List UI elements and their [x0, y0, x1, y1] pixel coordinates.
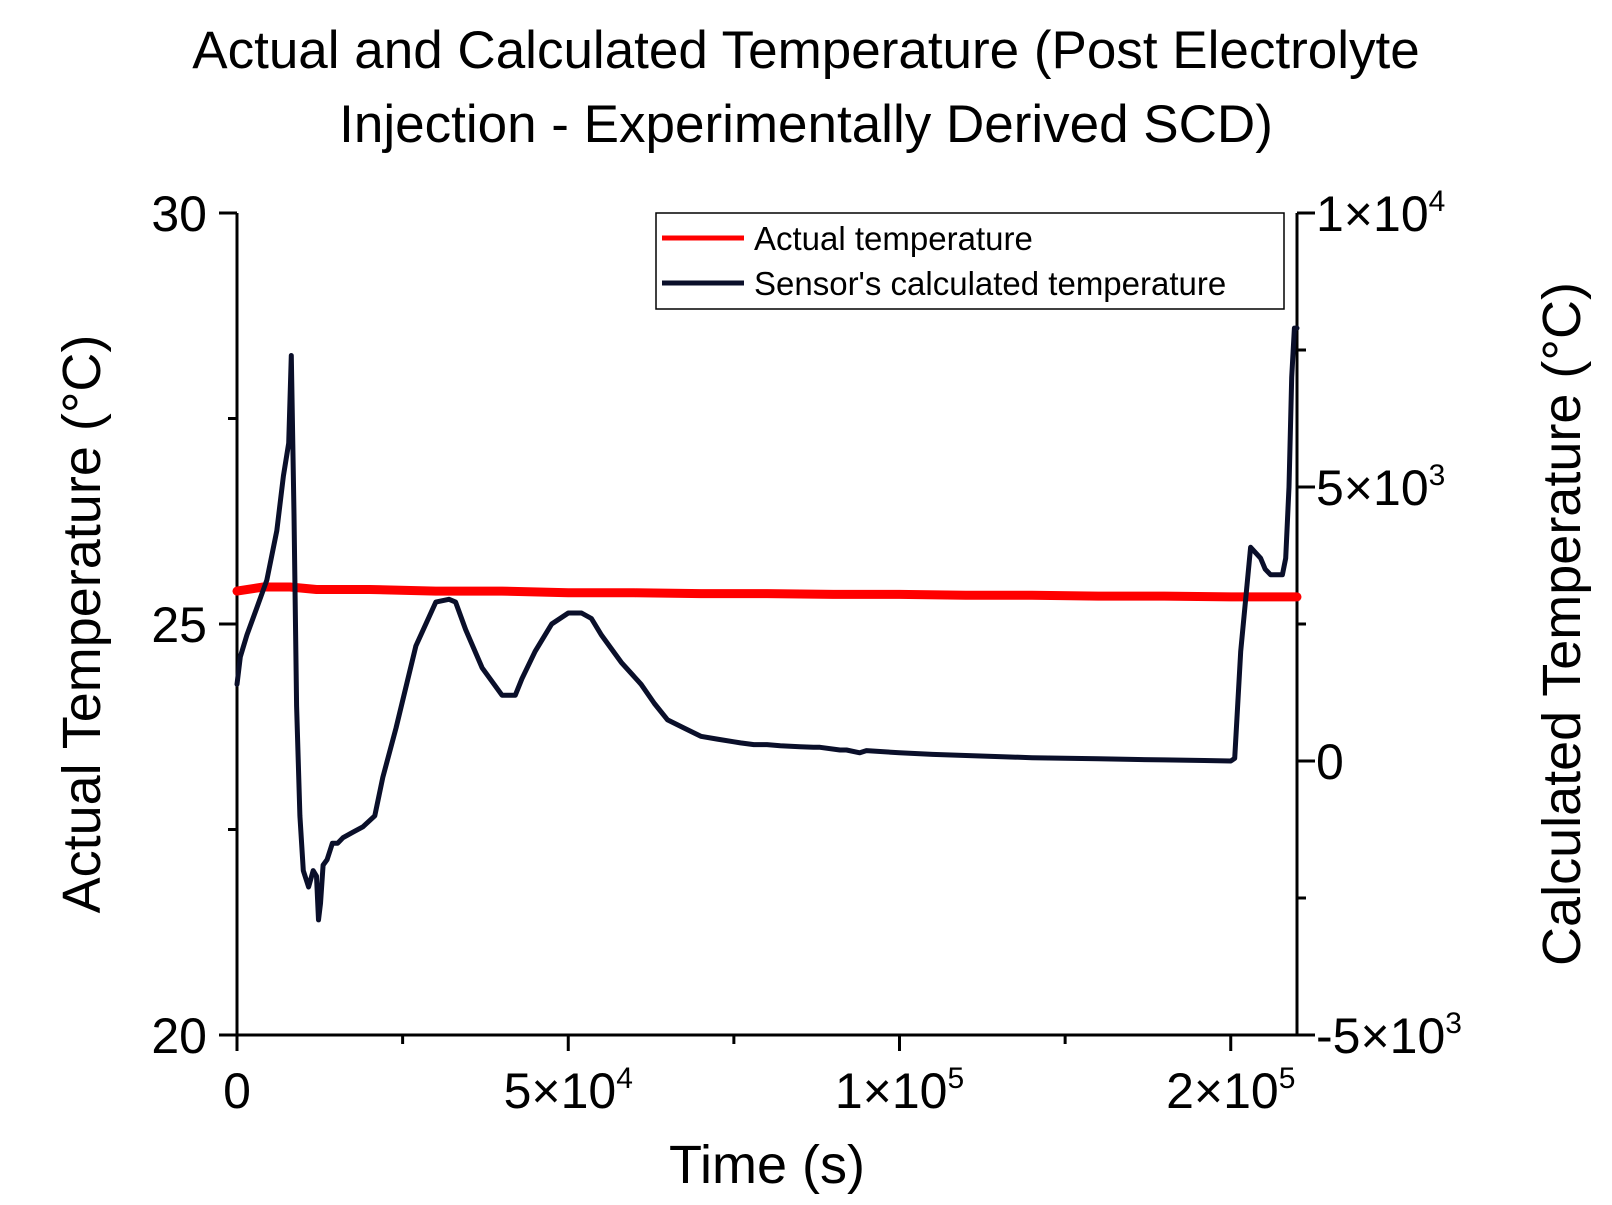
chart-title: Actual and Calculated Temperature (Post …	[0, 14, 1612, 162]
legend-label-calculated: Sensor's calculated temperature	[754, 265, 1226, 302]
x-tick-label-2: 1×105	[835, 1062, 964, 1119]
chart-title-line-1: Actual and Calculated Temperature (Post …	[192, 21, 1420, 80]
series-line-calculated-temperature	[234, 325, 1300, 923]
y-axis-label-right: Calculated Temperature (°C)	[1532, 282, 1592, 966]
y-right-tick-label-2: 5×103	[1316, 459, 1445, 516]
plot-frame	[235, 213, 1299, 1037]
y-left-tick-label-0: 20	[151, 1008, 207, 1064]
x-tick-label-1: 5×104	[504, 1062, 633, 1119]
x-tick-label-0: 0	[223, 1063, 251, 1119]
y-right-tick-label-1: 0	[1316, 734, 1344, 790]
chart-title-line-2: Injection - Experimentally Derived SCD)	[339, 95, 1273, 154]
tick-marks	[219, 211, 1315, 1051]
legend: Actual temperature Sensor's calculated t…	[655, 212, 1285, 310]
legend-label-actual: Actual temperature	[754, 220, 1033, 257]
tick-labels: 0 5×104 1×105 2×105 20 25 30 -5×103 0 5×103 1×104	[151, 185, 1462, 1119]
y-right-tick-label-3: 1×104	[1316, 185, 1445, 242]
y-left-tick-label-1: 25	[151, 597, 207, 653]
y-left-tick-label-2: 30	[151, 186, 207, 242]
legend-box	[655, 212, 1285, 310]
series-group	[232, 325, 1302, 923]
x-tick-label-3: 2×105	[1166, 1062, 1295, 1119]
y-right-tick-label-0: -5×103	[1316, 1007, 1462, 1064]
x-axis-label: Time (s)	[669, 1135, 865, 1195]
y-axis-label-left: Actual Temperature (°C)	[52, 335, 112, 914]
series-line-actual-temperature	[232, 582, 1302, 602]
